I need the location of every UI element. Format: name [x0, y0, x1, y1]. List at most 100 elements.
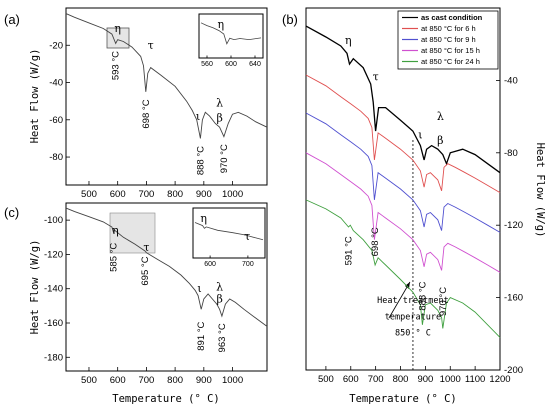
- pb-peak-temp-label: 698 °C: [370, 227, 381, 256]
- reference-arrow-head: [404, 282, 410, 289]
- legend-entry: as cast condition: [421, 13, 483, 22]
- pb-series-line-3: [305, 152, 501, 273]
- panel-a-series: [65, 13, 268, 139]
- pc-inset-phase-label: τ: [244, 230, 250, 243]
- pa-series-line-0: [65, 13, 268, 139]
- pb-xtick-label: 800: [393, 374, 409, 385]
- panel-b: (b) Heat Flow (W/g) Temperature (° C) 50…: [282, 7, 546, 405]
- pa-xtick-label: 600: [110, 189, 126, 200]
- pb-peak-temp-label: 970 °C: [438, 287, 449, 316]
- pa-xtick-label: 900: [196, 189, 212, 200]
- panel-b-reference-line: [388, 140, 414, 370]
- pa-inset-tick-label: 600: [225, 61, 237, 68]
- pc-peak-temp-label: 695 °C: [140, 256, 151, 285]
- pb-xtick-label: 1200: [489, 374, 510, 385]
- pc-phase-label: ι: [197, 282, 201, 295]
- pc-ytick-label: -160: [44, 318, 63, 329]
- pb-ytick-label: -120: [504, 220, 523, 231]
- pb-xtick-label: 1000: [440, 374, 461, 385]
- pb-xtick-label: 1100: [465, 374, 485, 385]
- pc-ytick-label: -140: [44, 284, 63, 295]
- pb-xtick-label: 900: [417, 374, 433, 385]
- pc-xtick-label: 900: [196, 375, 212, 386]
- pb-note-label: Heat treatment: [377, 296, 449, 306]
- pc-inset-tick-label: 600: [204, 261, 216, 268]
- pc-phase-label: τ: [143, 241, 149, 254]
- pc-xtick-label: 800: [167, 375, 183, 386]
- pb-peak-temp-label: 888 °C: [417, 281, 428, 310]
- pa-peak-temp-label: 593 °C: [111, 51, 122, 80]
- pc-inset-curve: [194, 222, 264, 241]
- panel-c-series: [65, 207, 268, 327]
- pa-phase-label: η: [114, 22, 121, 35]
- reference-arrow: [388, 281, 411, 319]
- pc-peak-temp-label: 963 °C: [217, 323, 228, 352]
- legend-entry: at 850 °C for 9 h: [421, 35, 476, 44]
- pb-phase-label: λ: [437, 110, 444, 123]
- pa-ytick-label: -80: [49, 152, 63, 163]
- panel-b-legend: as cast condition at 850 °C for 6 h at 850…: [397, 10, 499, 70]
- pa-ytick-label: -60: [49, 115, 63, 126]
- pb-series-line-0: [305, 25, 501, 174]
- panel-a-highlight-box: [106, 27, 130, 49]
- pc-inset-phase-label: η: [200, 212, 207, 225]
- pa-phase-label: β: [216, 112, 222, 125]
- pb-ytick-label: -40: [504, 75, 518, 86]
- legend-entry: at 850 °C for 24 h: [421, 57, 480, 66]
- pb-xtick-label: 500: [318, 374, 334, 385]
- panel-c-ticks: 500 600 700 800 900 1000 -180 -160 -140 -120 -100: [44, 215, 243, 386]
- pc-phase-label: η: [112, 224, 119, 237]
- panel-a-frame: [65, 7, 268, 186]
- panel-b-ticks: 500 600 700 800 900 1000 1100 1200-200 -160 -120 -…: [318, 75, 523, 385]
- pc-phase-label: λ: [216, 280, 223, 293]
- pa-inset-tick-label: 640: [249, 61, 261, 68]
- pa-inset-tick-label: 560: [201, 61, 213, 68]
- pc-ytick-label: -120: [44, 249, 63, 260]
- pb-series-line-1: [305, 74, 501, 193]
- panel-c-annotations: η 585 °C τ 695 °C ι λβ 891 °C 963 °C: [108, 224, 228, 353]
- panel-a-inset: 560 600 640 η: [198, 13, 264, 68]
- panel-c-label: (c): [4, 205, 19, 220]
- pb-ytick-label: -200: [504, 365, 523, 376]
- pa-ytick-label: -40: [49, 78, 63, 89]
- panel-a-inset-frame: [198, 13, 264, 59]
- panel-a: (a) Heat Flow (W/g) 500 600 700 800 900 1000 -…: [4, 7, 268, 200]
- pa-xtick-label: 500: [81, 189, 97, 200]
- pa-xtick-label: 700: [138, 189, 154, 200]
- pb-ytick-label: -160: [504, 293, 523, 304]
- pa-peak-temp-label: 698 °C: [141, 99, 152, 128]
- pb-note-label: 850 ° C: [395, 329, 431, 339]
- pc-phase-label: β: [216, 292, 222, 305]
- legend-entry: at 850 °C for 6 h: [421, 24, 476, 33]
- panel-a-label: (a): [4, 12, 20, 27]
- pa-ytick-label: -20: [49, 40, 63, 51]
- panel-a-ylabel: Heat Flow (W/g): [29, 49, 41, 144]
- pb-phase-label: β: [437, 134, 443, 147]
- pa-inset-curve: [200, 22, 262, 45]
- pb-series-line-2: [305, 112, 501, 233]
- pb-phase-label: η: [345, 34, 352, 47]
- legend-entry: at 850 °C for 15 h: [421, 46, 480, 55]
- panel-b-label: (b): [282, 12, 298, 27]
- pc-peak-temp-label: 891 °C: [196, 321, 207, 350]
- pc-xtick-label: 600: [110, 375, 126, 386]
- pb-series-line-4: [305, 199, 501, 338]
- pa-phase-label: ι: [196, 110, 200, 123]
- pb-ytick-label: -80: [504, 148, 518, 159]
- pa-peak-temp-label: 970 °C: [219, 144, 230, 173]
- pa-phase-label: λ: [216, 97, 223, 110]
- pc-peak-temp-label: 585 °C: [108, 243, 119, 272]
- panel-a-annotations: η 593 °C τ 698 °C ι λβ 888 °C 970 °C: [111, 22, 230, 175]
- panel-a-ticks: 500 600 700 800 900 1000 -80 -60 -40 -20: [49, 40, 243, 200]
- pc-ytick-label: -100: [44, 215, 63, 226]
- pb-xtick-label: 600: [343, 374, 359, 385]
- pc-series-line-0: [65, 207, 268, 327]
- pb-peak-temp-label: 591 °C: [344, 236, 355, 265]
- panel-c: (c) Heat Flow (W/g) Temperature (° C) 50…: [4, 202, 268, 405]
- pc-xtick-label: 500: [81, 375, 97, 386]
- panel-c-ylabel: Heat Flow (W/g): [29, 240, 41, 335]
- pa-peak-temp-label: 888 °C: [195, 146, 206, 175]
- pa-inset-phase-label: η: [218, 18, 225, 31]
